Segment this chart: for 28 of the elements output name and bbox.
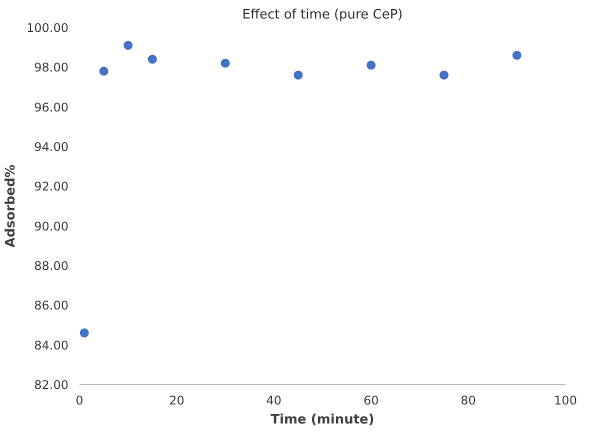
y-tick-label: 84.00 bbox=[34, 338, 69, 352]
point bbox=[512, 50, 522, 60]
point bbox=[220, 58, 230, 68]
y-tick-label: 94.00 bbox=[34, 140, 69, 154]
x-tick-label: 0 bbox=[76, 394, 84, 408]
x-axis-title: Time (minute) bbox=[270, 412, 374, 428]
x-tick-label: 100 bbox=[554, 394, 577, 408]
y-tick-label: 96.00 bbox=[34, 100, 69, 114]
y-axis-title: Adsorbed% bbox=[4, 164, 19, 248]
y-tick-label: 82.00 bbox=[34, 378, 69, 392]
point bbox=[148, 54, 157, 64]
x-tick-label: 80 bbox=[460, 394, 476, 408]
point bbox=[124, 40, 133, 50]
y-tick-label: 100.00 bbox=[26, 21, 69, 35]
point bbox=[294, 70, 303, 80]
point bbox=[80, 328, 89, 338]
y-tick-label: 98.00 bbox=[34, 60, 69, 75]
x-tick-label: 20 bbox=[169, 394, 184, 408]
y-tick-label: 90.00 bbox=[34, 219, 69, 234]
x-tick-label: 60 bbox=[363, 394, 379, 408]
chart-title: Effect of time (pure CeP) bbox=[242, 8, 403, 22]
point bbox=[99, 66, 108, 76]
y-tick-label: 88.00 bbox=[34, 259, 69, 273]
point bbox=[440, 70, 448, 80]
point bbox=[366, 60, 376, 70]
x-tick-label: 40 bbox=[266, 394, 282, 408]
y-tick-label: 86.00 bbox=[34, 298, 69, 313]
y-tick-label: 92.00 bbox=[34, 180, 69, 194]
